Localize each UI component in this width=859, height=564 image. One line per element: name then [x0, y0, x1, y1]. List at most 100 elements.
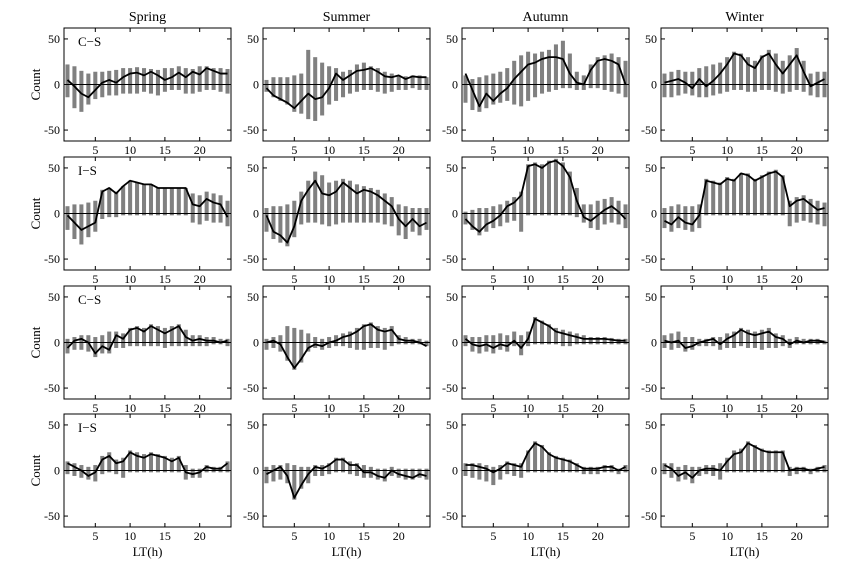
x-tick-label: 15 [557, 401, 569, 415]
bar-up-r2-c3-19 [787, 338, 792, 343]
bar-down-r1-c3-16 [766, 213, 771, 216]
bar-up-r2-c3-3 [676, 331, 681, 343]
bar-down-r2-c3-9 [718, 342, 723, 350]
bar-up-r2-c3-9 [718, 337, 723, 343]
bar-down-r2-c1-1 [264, 342, 269, 350]
x-tick-label: 15 [756, 143, 768, 157]
bar-down-r0-c3-14 [752, 84, 757, 92]
bar-up-r2-c3-20 [794, 337, 799, 343]
bar-down-r2-c1-21 [403, 342, 408, 345]
x-tick-label: 5 [291, 272, 297, 286]
x-tick-label: 10 [721, 401, 733, 415]
bar-down-r2-c2-4 [484, 342, 489, 352]
bar-up-r0-c2-7 [505, 68, 510, 85]
bar-up-r3-c2-5 [491, 466, 496, 471]
y-axis-label-row-3: Count [28, 454, 43, 486]
bar-down-r3-c2-5 [491, 470, 496, 486]
bar-down-r1-c2-14 [553, 213, 558, 216]
bar-down-r1-c3-2 [669, 213, 674, 232]
bar-down-r0-c3-16 [766, 84, 771, 90]
bar-down-r0-c2-16 [567, 84, 572, 89]
bar-down-r3-c0-15 [162, 470, 167, 473]
bar-down-r0-c1-18 [382, 84, 387, 94]
bar-down-r1-c2-4 [484, 213, 489, 232]
bar-up-r1-c2-6 [498, 204, 503, 214]
bar-down-r0-c2-15 [560, 84, 565, 89]
bar-down-r2-c3-11 [732, 342, 737, 348]
bar-down-r2-c2-12 [540, 342, 545, 345]
x-tick-label: 5 [490, 143, 496, 157]
x-tick-label: 20 [194, 401, 206, 415]
series-line-r3-c2 [465, 442, 626, 474]
bar-up-r0-c1-21 [403, 76, 408, 85]
bar-down-r0-c2-9 [519, 84, 524, 107]
bar-down-r1-c1-3 [278, 213, 283, 243]
bar-up-r0-c2-9 [519, 55, 524, 85]
bar-up-r3-c3-15 [759, 448, 764, 471]
bar-down-r3-c2-7 [505, 470, 510, 475]
bar-down-r0-c1-9 [320, 84, 325, 116]
bar-up-r2-c1-1 [264, 338, 269, 343]
bar-up-r1-c1-24 [424, 208, 429, 214]
bar-up-r2-c2-15 [560, 329, 565, 343]
series-line-r1-c0 [66, 179, 229, 231]
bar-down-r3-c0-23 [218, 470, 223, 473]
bar-up-r1-c2-4 [484, 208, 489, 214]
bar-up-r2-c0-6 [100, 335, 105, 343]
bar-down-r1-c1-23 [417, 213, 422, 236]
bar-up-r3-c1-5 [292, 465, 297, 471]
bar-up-r3-c0-13 [148, 452, 153, 471]
bar-down-r0-c0-23 [218, 84, 223, 92]
bar-up-r0-c2-10 [526, 51, 531, 85]
bar-up-r2-c0-1 [65, 338, 70, 343]
bar-up-r1-c1-10 [327, 182, 332, 214]
bar-up-r0-c3-16 [766, 49, 771, 85]
bar-down-r3-c3-24 [822, 470, 827, 473]
bar-up-r3-c0-5 [93, 465, 98, 471]
bar-down-r0-c2-1 [463, 84, 468, 103]
bar-up-r0-c0-12 [142, 68, 147, 85]
bar-up-r3-c3-16 [766, 450, 771, 471]
bar-down-r2-c3-18 [780, 342, 785, 347]
bar-down-r0-c1-12 [341, 84, 346, 98]
bar-down-r3-c0-7 [107, 470, 112, 473]
bar-down-r3-c1-1 [264, 470, 269, 484]
x-tick-label: 20 [393, 143, 405, 157]
bar-down-r2-c0-11 [135, 342, 140, 347]
y-tick-label: -50 [442, 252, 458, 266]
bar-down-r2-c3-12 [739, 342, 744, 347]
bar-up-r3-c0-12 [142, 454, 147, 471]
y-tick-label: -50 [243, 509, 259, 523]
bar-up-r2-c1-23 [417, 338, 422, 343]
bar-up-r0-c2-2 [470, 79, 475, 85]
bar-up-r0-c1-22 [410, 75, 415, 85]
bar-down-r2-c0-6 [100, 342, 105, 354]
bar-down-r1-c1-7 [306, 213, 311, 223]
bar-down-r2-c2-3 [477, 342, 482, 354]
y-tick-label: 0 [54, 464, 60, 478]
series-line-r0-c1 [265, 67, 427, 110]
bar-down-r3-c0-16 [169, 470, 174, 473]
bar-up-r2-c2-21 [602, 337, 607, 343]
bar-down-r2-c2-8 [512, 342, 517, 347]
bar-up-r0-c2-21 [602, 55, 607, 85]
bar-down-r3-c0-10 [128, 470, 133, 473]
y-tick-label: -50 [641, 509, 657, 523]
bar-up-r2-c1-3 [278, 335, 283, 343]
bar-up-r1-c3-18 [780, 175, 785, 214]
bar-up-r3-c3-18 [780, 450, 785, 471]
bar-up-r2-c1-17 [375, 326, 380, 343]
bar-up-r1-c2-20 [595, 200, 600, 214]
x-tick-label: 5 [92, 272, 98, 286]
bar-up-r2-c3-2 [669, 333, 674, 343]
bar-up-r1-c0-7 [107, 187, 112, 214]
bar-down-r2-c0-16 [169, 342, 174, 347]
bar-up-r1-c1-2 [271, 206, 276, 214]
series-line-r1-c1 [265, 179, 427, 244]
series-line-r2-c3 [664, 328, 825, 349]
bar-up-r0-c2-22 [609, 53, 614, 85]
bar-down-r2-c0-14 [155, 342, 160, 347]
bar-down-r3-c3-6 [697, 470, 702, 476]
bar-up-r3-c0-24 [225, 461, 230, 471]
bar-up-r2-c0-16 [169, 326, 174, 343]
